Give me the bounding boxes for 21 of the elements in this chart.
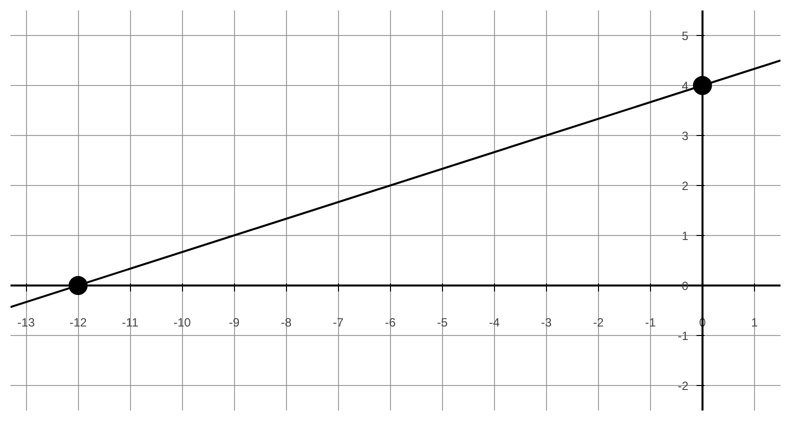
x-tick-label: -3 — [541, 316, 552, 330]
x-tick-label: -9 — [228, 316, 240, 330]
y-tick-label: 4 — [682, 79, 689, 93]
x-tick-label: -11 — [122, 316, 139, 330]
x-tick-label: -7 — [332, 316, 344, 330]
x-tick-label: 1 — [751, 316, 758, 330]
x-tick-label: -12 — [69, 316, 88, 330]
x-tick-label: -4 — [489, 316, 500, 330]
x-tick-label: -8 — [280, 316, 292, 330]
y-tick-label: 3 — [682, 129, 689, 143]
x-tick-label: -5 — [436, 316, 448, 330]
x-tick-label: -2 — [593, 316, 604, 330]
x-tick-label: -13 — [17, 316, 36, 330]
x-tick-label: -6 — [384, 316, 396, 330]
y-tick-label: 1 — [682, 229, 689, 243]
y-tick-label: -2 — [678, 379, 689, 393]
y-tick-label: -1 — [678, 329, 689, 343]
y-tick-label: 2 — [682, 179, 689, 193]
x-tick-label: -10 — [174, 316, 192, 330]
y-tick-label: 5 — [682, 29, 689, 43]
x-tick-label: -1 — [645, 316, 656, 330]
